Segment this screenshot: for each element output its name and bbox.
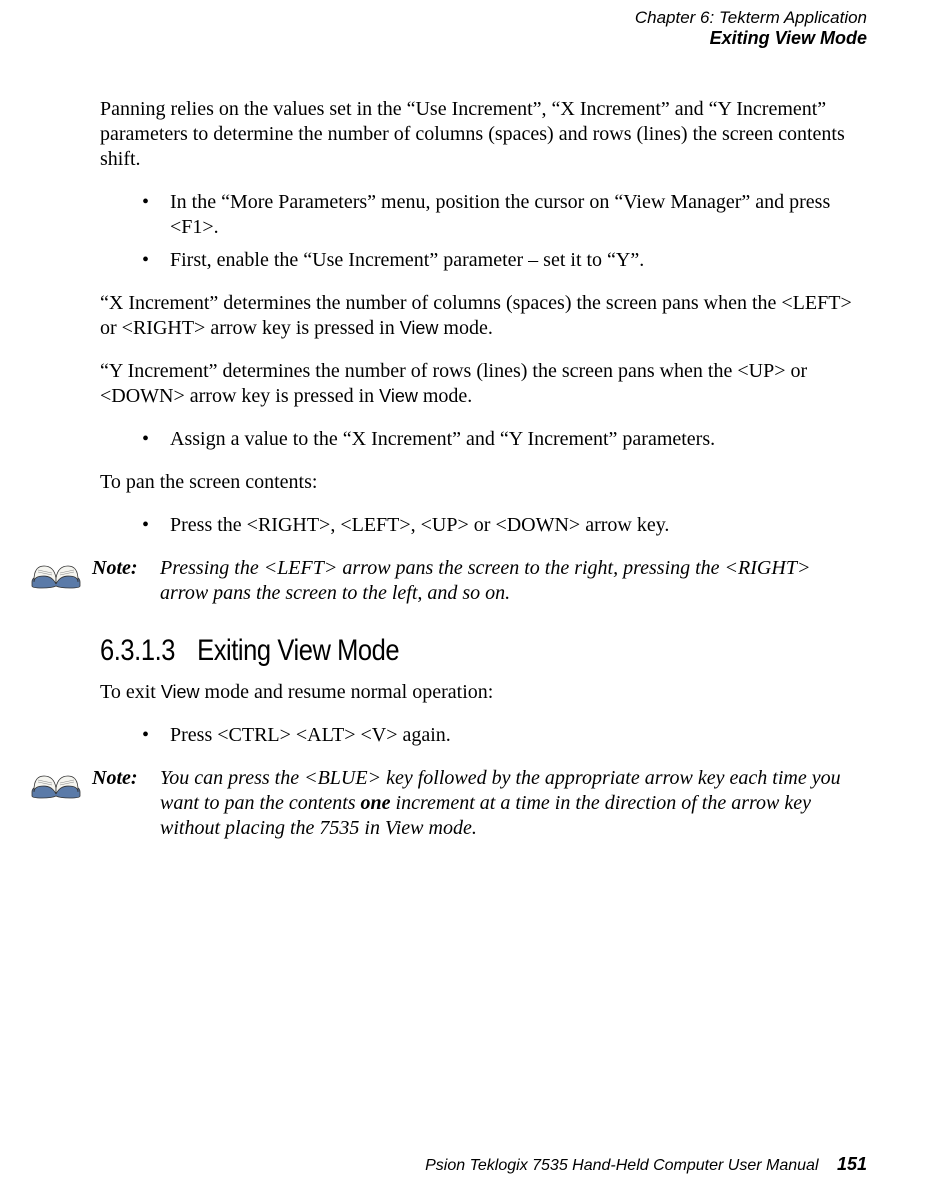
note-block: Note: You can press the <BLUE> key follo… xyxy=(30,766,867,841)
bold-span: one xyxy=(361,792,391,814)
bullet-icon: • xyxy=(142,248,170,273)
bullet-text: Press the <RIGHT>, <LEFT>, <UP> or <DOWN… xyxy=(170,513,867,538)
paragraph: To exit View mode and resume normal oper… xyxy=(100,680,867,705)
note-text: Pressing the <LEFT> arrow pans the scree… xyxy=(160,556,867,606)
bullet-text: Assign a value to the “X Increment” and … xyxy=(170,427,867,452)
bullet-icon: • xyxy=(142,427,170,452)
bullet-text: First, enable the “Use Increment” parame… xyxy=(170,248,867,273)
list-item: • In the “More Parameters” menu, positio… xyxy=(142,190,867,240)
note-text: You can press the <BLUE> key followed by… xyxy=(160,766,867,841)
paragraph: “X Increment” determines the number of c… xyxy=(100,291,867,341)
text-span: mode and resume normal operation: xyxy=(200,681,494,703)
paragraph: “Y Increment” determines the number of r… xyxy=(100,359,867,409)
bullet-text: In the “More Parameters” menu, position … xyxy=(170,190,867,240)
text-span: mode. xyxy=(418,385,472,407)
bullet-icon: • xyxy=(142,723,170,748)
page-header: Chapter 6: Tekterm Application Exiting V… xyxy=(0,0,927,49)
paragraph: To pan the screen contents: xyxy=(100,470,867,495)
paragraph: Panning relies on the values set in the … xyxy=(100,97,867,172)
bullet-icon: • xyxy=(142,513,170,538)
section-title: Exiting View Mode xyxy=(197,634,399,667)
list-item: • First, enable the “Use Increment” para… xyxy=(142,248,867,273)
bullet-list: • In the “More Parameters” menu, positio… xyxy=(142,190,867,273)
header-chapter: Chapter 6: Tekterm Application xyxy=(0,8,867,28)
bullet-list: • Press <CTRL> <ALT> <V> again. xyxy=(142,723,867,748)
view-word: View xyxy=(400,318,439,338)
book-icon xyxy=(30,766,92,809)
book-icon xyxy=(30,556,92,599)
footer-text: Psion Teklogix 7535 Hand-Held Computer U… xyxy=(425,1157,818,1174)
page-body: Panning relies on the values set in the … xyxy=(0,97,927,841)
bullet-text: Press <CTRL> <ALT> <V> again. xyxy=(170,723,867,748)
page-number: 151 xyxy=(837,1154,867,1174)
text-span: mode. xyxy=(438,317,492,339)
note-label: Note: xyxy=(92,766,160,791)
header-section: Exiting View Mode xyxy=(0,28,867,49)
text-span: To exit xyxy=(100,681,161,703)
bullet-list: • Assign a value to the “X Increment” an… xyxy=(142,427,867,452)
view-word: View xyxy=(379,386,418,406)
section-heading: 6.3.1.3 Exiting View Mode xyxy=(100,632,752,670)
bullet-list: • Press the <RIGHT>, <LEFT>, <UP> or <DO… xyxy=(142,513,867,538)
view-word: View xyxy=(161,682,200,702)
list-item: • Press <CTRL> <ALT> <V> again. xyxy=(142,723,867,748)
section-number: 6.3.1.3 xyxy=(100,634,175,667)
bullet-icon: • xyxy=(142,190,170,240)
page-footer: Psion Teklogix 7535 Hand-Held Computer U… xyxy=(425,1154,867,1175)
note-label: Note: xyxy=(92,556,160,581)
list-item: • Assign a value to the “X Increment” an… xyxy=(142,427,867,452)
list-item: • Press the <RIGHT>, <LEFT>, <UP> or <DO… xyxy=(142,513,867,538)
note-block: Note: Pressing the <LEFT> arrow pans the… xyxy=(30,556,867,606)
